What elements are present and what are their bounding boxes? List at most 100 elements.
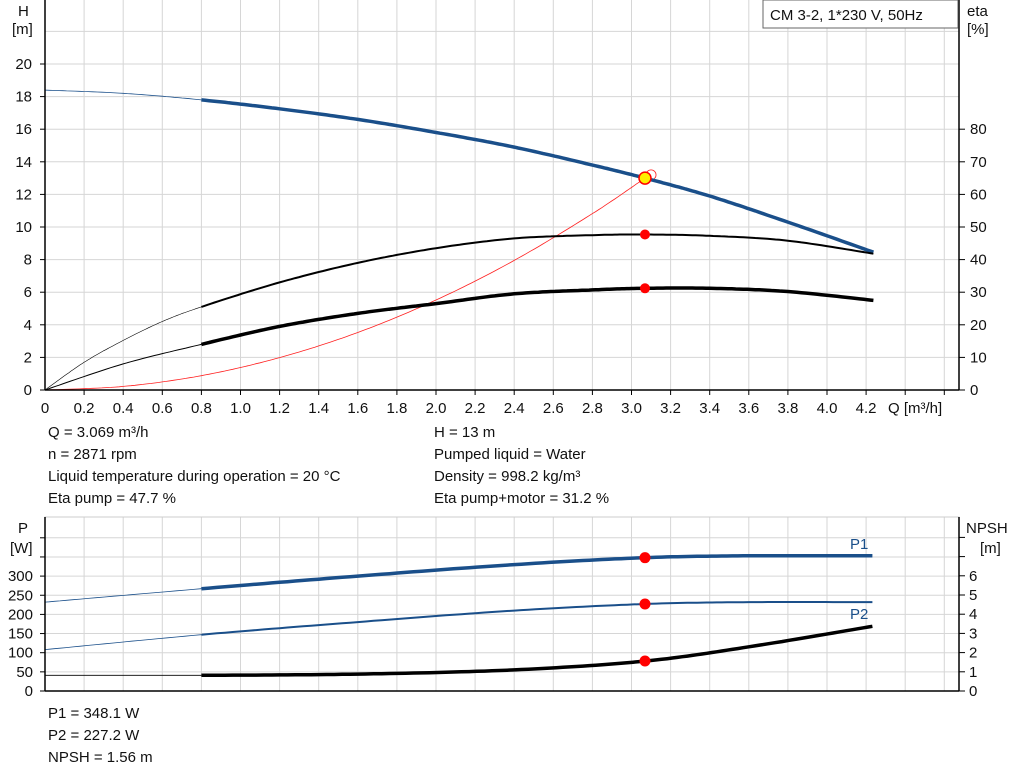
eta-tick-label: 40 <box>970 252 987 269</box>
eta-tick-label: 70 <box>970 154 987 171</box>
x-tick-label: 2.2 <box>465 400 486 417</box>
h-tick-label: 10 <box>15 219 32 236</box>
p-tick-label: 250 <box>8 587 33 604</box>
x-tick-label: 1.0 <box>230 400 251 417</box>
eta-pump-curve <box>201 233 874 308</box>
x-tick-label: 0.8 <box>191 400 212 417</box>
bottom-plot-frame <box>44 516 960 692</box>
npsh-tick-label: 4 <box>969 606 977 623</box>
h-tick-label: 20 <box>15 56 32 73</box>
p-axis-label: P <box>18 520 28 537</box>
npsh-point <box>639 655 651 667</box>
info-liquid: Pumped liquid = Water <box>434 446 586 463</box>
x-tick-label: 0 <box>41 400 49 417</box>
info-temp: Liquid temperature during operation = 20… <box>48 468 341 485</box>
x-tick-label: 1.2 <box>269 400 290 417</box>
info-density: Density = 998.2 kg/m³ <box>434 468 581 485</box>
eta-tick-label: 10 <box>970 349 987 366</box>
p1-label: P1 <box>850 536 868 553</box>
h-tick-label: 16 <box>15 121 32 138</box>
npsh-tick-label: 0 <box>969 683 977 700</box>
npsh-tick-label: 2 <box>969 645 977 662</box>
npsh-tick-label: 5 <box>969 587 977 604</box>
x-tick-label: 2.4 <box>504 400 525 417</box>
x-tick-label: 3.2 <box>660 400 681 417</box>
head-curve <box>201 98 874 254</box>
info-n: n = 2871 rpm <box>48 446 137 463</box>
x-tick-label: 0.2 <box>74 400 95 417</box>
eta-tick-label: 30 <box>970 284 987 301</box>
p2-curve <box>201 601 873 636</box>
x-tick-label: 0.6 <box>152 400 173 417</box>
p-tick-label: 50 <box>16 664 33 681</box>
p-tick-label: 0 <box>25 683 33 700</box>
h-axis-label: H <box>18 3 29 20</box>
info-eta-pump: Eta pump = 47.7 % <box>48 490 176 507</box>
system-curve <box>44 178 644 391</box>
eta-tick-label: 60 <box>970 186 987 203</box>
x-tick-label: 3.8 <box>777 400 798 417</box>
p1-curve-extension <box>44 588 202 603</box>
eta-tick-label: 50 <box>970 219 987 236</box>
x-tick-label: 4.2 <box>856 400 877 417</box>
npsh-axis-unit: [m] <box>980 540 1001 557</box>
eta-pump-point <box>639 229 650 240</box>
x-tick-label: 3.0 <box>621 400 642 417</box>
duty-point <box>638 171 652 185</box>
chart-title: CM 3-2, 1*230 V, 50Hz <box>770 7 923 24</box>
info-eta-pump-motor: Eta pump+motor = 31.2 % <box>434 490 610 507</box>
x-tick-label: 2.6 <box>543 400 564 417</box>
info-right: H = 13 m Pumped liquid = Water Density =… <box>434 422 609 510</box>
npsh-curve <box>201 624 873 678</box>
info-h: H = 13 m <box>434 424 496 441</box>
eta-axis-label: eta <box>967 3 989 20</box>
eta-pump-curve-extension <box>44 306 202 391</box>
info-p1: P1 = 348.1 W <box>48 705 140 722</box>
h-tick-label: 8 <box>24 252 32 269</box>
eta-tick-label: 80 <box>970 121 987 138</box>
npsh-tick-label: 6 <box>969 568 977 585</box>
npsh-tick-label: 1 <box>969 664 977 681</box>
x-tick-label: 0.4 <box>113 400 134 417</box>
p-tick-label: 100 <box>8 645 33 662</box>
x-tick-label: 2.0 <box>426 400 447 417</box>
eta-pump-motor-curve-extension <box>44 343 202 391</box>
p-tick-label: 200 <box>8 606 33 623</box>
eta-tick-label: 20 <box>970 317 987 334</box>
h-tick-label: 6 <box>24 284 32 301</box>
x-tick-label: 1.8 <box>386 400 407 417</box>
npsh-tick-label: 3 <box>969 625 977 642</box>
h-tick-label: 0 <box>24 382 32 399</box>
p-axis-unit: [W] <box>10 540 33 557</box>
p1-point <box>639 552 651 564</box>
title-box <box>762 0 959 29</box>
p2-label: P2 <box>850 606 868 623</box>
p-tick-label: 150 <box>8 626 33 643</box>
h-axis-unit: [m] <box>12 21 33 38</box>
info-bottom: P1 = 348.1 W P2 = 227.2 W NPSH = 1.56 m <box>48 703 153 769</box>
p-tick-label: 300 <box>8 568 33 585</box>
h-tick-label: 2 <box>24 349 32 366</box>
info-p2: P2 = 227.2 W <box>48 727 140 744</box>
p2-curve-extension <box>44 634 202 650</box>
x-tick-label: 4.0 <box>817 400 838 417</box>
p1-curve <box>201 553 873 591</box>
info-npsh: NPSH = 1.56 m <box>48 749 153 766</box>
h-tick-label: 12 <box>15 186 32 203</box>
eta-tick-label: 0 <box>970 382 978 399</box>
x-tick-label: 2.8 <box>582 400 603 417</box>
p2-point <box>639 598 651 610</box>
h-tick-label: 18 <box>15 89 32 106</box>
eta-pump-motor-point <box>639 283 650 294</box>
info-left: Q = 3.069 m³/h n = 2871 rpm Liquid tempe… <box>48 422 340 510</box>
x-tick-label: 3.4 <box>699 400 720 417</box>
h-tick-label: 14 <box>15 154 32 171</box>
x-tick-label: 1.4 <box>308 400 329 417</box>
npsh-axis-label: NPSH <box>966 520 1008 537</box>
x-tick-label: 1.6 <box>347 400 368 417</box>
q-axis-label: Q [m³/h] <box>888 400 942 417</box>
eta-pump-motor-curve <box>200 286 874 347</box>
x-tick-label: 3.6 <box>738 400 759 417</box>
info-q: Q = 3.069 m³/h <box>48 424 149 441</box>
